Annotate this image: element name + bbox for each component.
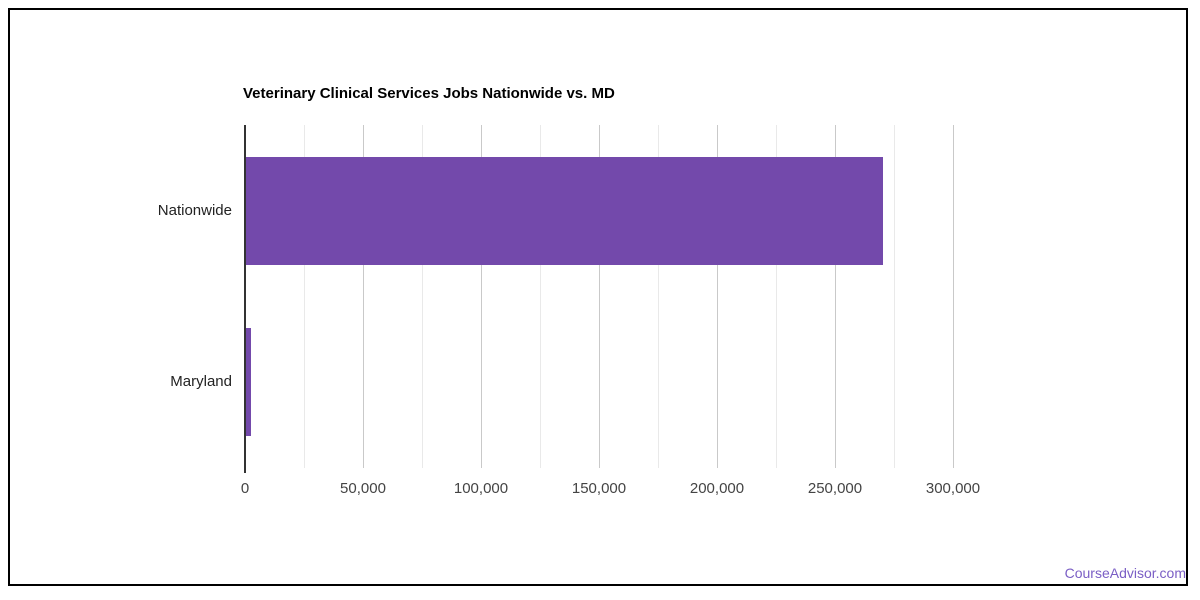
category-label: Maryland xyxy=(170,373,232,391)
x-tick-label: 50,000 xyxy=(340,480,386,497)
gridline-minor xyxy=(539,125,541,468)
gridline-minor xyxy=(893,125,895,468)
gridline-major xyxy=(362,125,364,468)
bar-nationwide xyxy=(246,156,883,265)
x-tick-label: 0 xyxy=(240,480,250,497)
x-tick-label: 150,000 xyxy=(571,480,627,497)
bar-maryland xyxy=(246,328,251,437)
x-tick-label: 100,000 xyxy=(453,480,509,497)
x-tick-label: 250,000 xyxy=(807,480,863,497)
y-axis-line xyxy=(244,125,246,473)
courseadvisor-link[interactable]: CourseAdvisor.com xyxy=(1064,565,1186,581)
gridline-minor xyxy=(421,125,423,468)
gridline-major xyxy=(480,125,482,468)
category-label: Nationwide xyxy=(157,201,232,219)
gridline-major xyxy=(716,125,718,468)
gridline-major xyxy=(834,125,836,468)
x-tick-label: 300,000 xyxy=(925,480,981,497)
gridline-minor xyxy=(303,125,305,468)
gridline-major xyxy=(952,125,954,468)
chart-title: Veterinary Clinical Services Jobs Nation… xyxy=(243,85,615,102)
x-tick-label: 200,000 xyxy=(689,480,745,497)
gridline-minor xyxy=(657,125,659,468)
gridline-major xyxy=(598,125,600,468)
gridline-minor xyxy=(775,125,777,468)
